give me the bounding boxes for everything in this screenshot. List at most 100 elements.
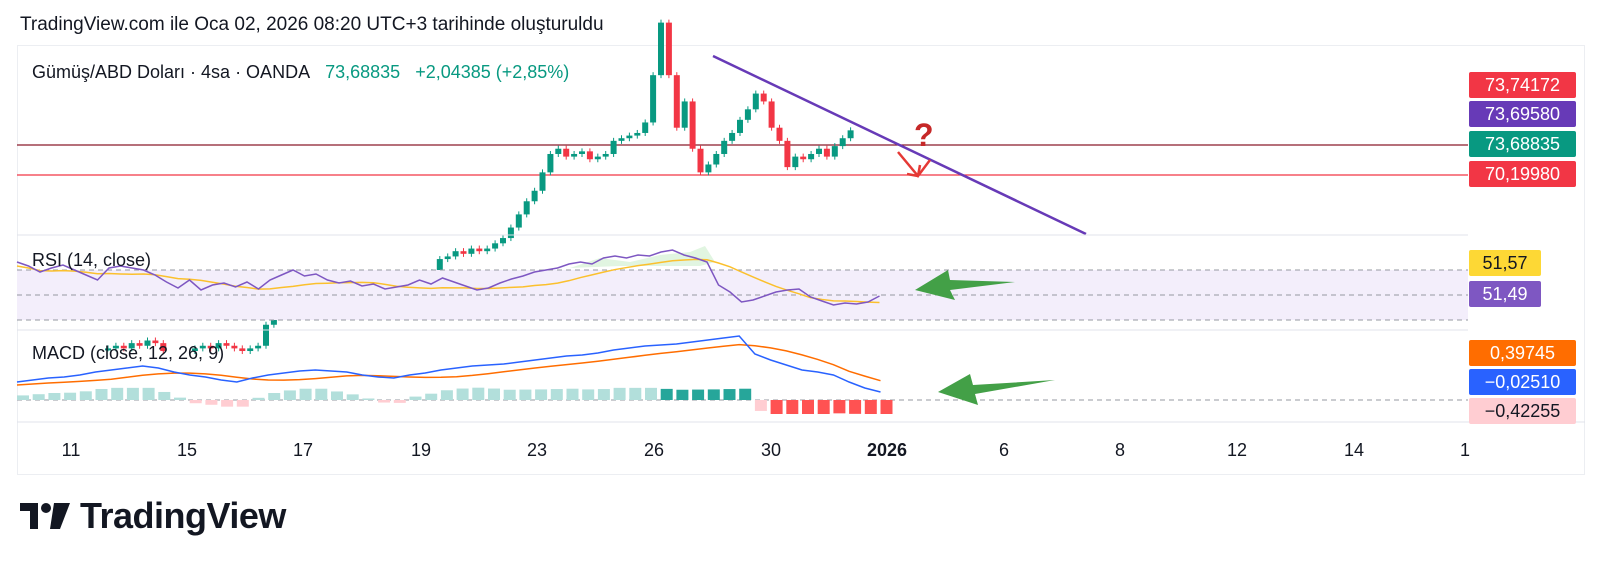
macd-histogram-bar [676, 389, 689, 400]
candle-body [626, 135, 633, 139]
trend-line [712, 54, 1087, 236]
macd-histogram-bar [299, 388, 312, 400]
macd-histogram-bar [158, 391, 171, 400]
x-tick: 1 [1459, 440, 1471, 460]
macd-histogram-bar [79, 391, 92, 400]
candle-body [239, 348, 246, 352]
macd-histogram-bar [95, 389, 108, 400]
candle-body [452, 251, 459, 257]
down-arrow-annotation [897, 151, 931, 179]
rsi-line [16, 249, 880, 306]
macd-histogram-bar [378, 400, 391, 403]
symbol-name: Gümüş/ABD Doları · 4sa · OANDA [32, 62, 311, 82]
macd-histogram-bar [331, 391, 343, 400]
macd-signal-line [16, 343, 881, 386]
candle-body [105, 348, 111, 351]
tradingview-logo-text: TradingView [80, 495, 286, 536]
candle-body [207, 345, 214, 349]
candle-body [586, 151, 593, 160]
macd-histogram-bar [32, 394, 45, 400]
macd-histogram-bar [786, 400, 799, 414]
candle-body [555, 148, 562, 154]
macd-histogram-bar [550, 389, 563, 400]
candle-body [492, 243, 499, 249]
candle-body [571, 153, 578, 157]
x-tick: 6 [998, 440, 1010, 460]
macd-histogram-bar [425, 393, 438, 400]
macd-histogram-bar [362, 398, 375, 400]
candle-body [665, 22, 672, 76]
macd-histogram-bar [519, 389, 532, 400]
candle-body [515, 214, 522, 228]
macd-histogram-bar [17, 395, 29, 400]
candle-body [199, 345, 206, 349]
rsi-green-arrow [915, 270, 1015, 300]
candle-body [752, 93, 759, 110]
candle-body [713, 153, 720, 165]
macd-histogram-bar [880, 400, 893, 414]
x-tick: 19 [410, 440, 432, 460]
symbol-price: 73,68835 [325, 62, 401, 82]
macd-histogram-bar [315, 388, 328, 400]
rsi-value-tag: 51,49 [1469, 281, 1541, 307]
candle-body [223, 343, 230, 346]
question-mark-annotation: ? [914, 117, 934, 153]
candle-body [144, 340, 151, 346]
macd-histogram-bar [597, 389, 610, 400]
candle-body [231, 345, 238, 349]
macd-label: MACD (close, 12, 26, 9) [32, 343, 225, 363]
candle-body [539, 172, 546, 191]
macd-histogram-bar [111, 387, 124, 400]
candle-body [618, 138, 625, 141]
candle-body [634, 132, 641, 136]
macd-green-arrow [938, 374, 1055, 405]
macd-histogram-bar [754, 400, 767, 411]
rsi-overbought-fill [570, 246, 715, 268]
candle-body [823, 148, 830, 157]
x-tick: 11 [61, 440, 81, 460]
candle-body [444, 256, 451, 260]
candle-body [563, 148, 570, 157]
macd-histogram-bar [645, 387, 657, 400]
macd-histogram-bar [252, 397, 265, 400]
macd-histogram-bar [817, 400, 830, 414]
price-tag-support: 70,19980 [1469, 161, 1576, 187]
candle-body [476, 248, 483, 252]
macd-histogram-bar [566, 388, 579, 400]
candle-body [152, 340, 159, 344]
macd-histogram-bar [503, 389, 516, 400]
price-tag-last: 73,68835 [1469, 131, 1576, 157]
macd-histogram-bar [535, 389, 548, 400]
macd-histogram-bar [236, 400, 249, 407]
x-tick: 17 [292, 440, 314, 460]
macd-histogram-bar [205, 400, 218, 405]
macd-histogram-bar [739, 388, 752, 400]
candle-body [547, 153, 554, 173]
macd-histogram-bar [472, 387, 485, 400]
symbol-change: +2,04385 (+2,85%) [415, 62, 570, 82]
macd-histogram-bar [770, 400, 783, 414]
candle-body [729, 132, 736, 141]
candle-body [507, 227, 514, 239]
macd-histogram-bar [64, 392, 77, 400]
macd-histogram-bar [283, 390, 296, 400]
candle-body [112, 345, 119, 349]
candle-body [128, 343, 135, 349]
macd-line-tag: −0,02510 [1469, 369, 1576, 395]
candle-body [523, 201, 530, 215]
candle-body [500, 238, 506, 244]
x-tick-year: 2026 [866, 440, 908, 460]
tradingview-logo-icon [20, 503, 70, 529]
macd-histogram-bar [48, 393, 61, 400]
candle-body [800, 156, 807, 160]
candle-body [847, 130, 854, 139]
macd-histogram-bar [692, 389, 705, 400]
candle-body [831, 146, 838, 157]
candle-body [792, 156, 799, 168]
candle-body [436, 259, 443, 273]
macd-histogram-bar [268, 393, 281, 400]
candle-body [768, 101, 775, 128]
macd-histogram-bar [221, 400, 234, 407]
candle-body [263, 324, 269, 346]
